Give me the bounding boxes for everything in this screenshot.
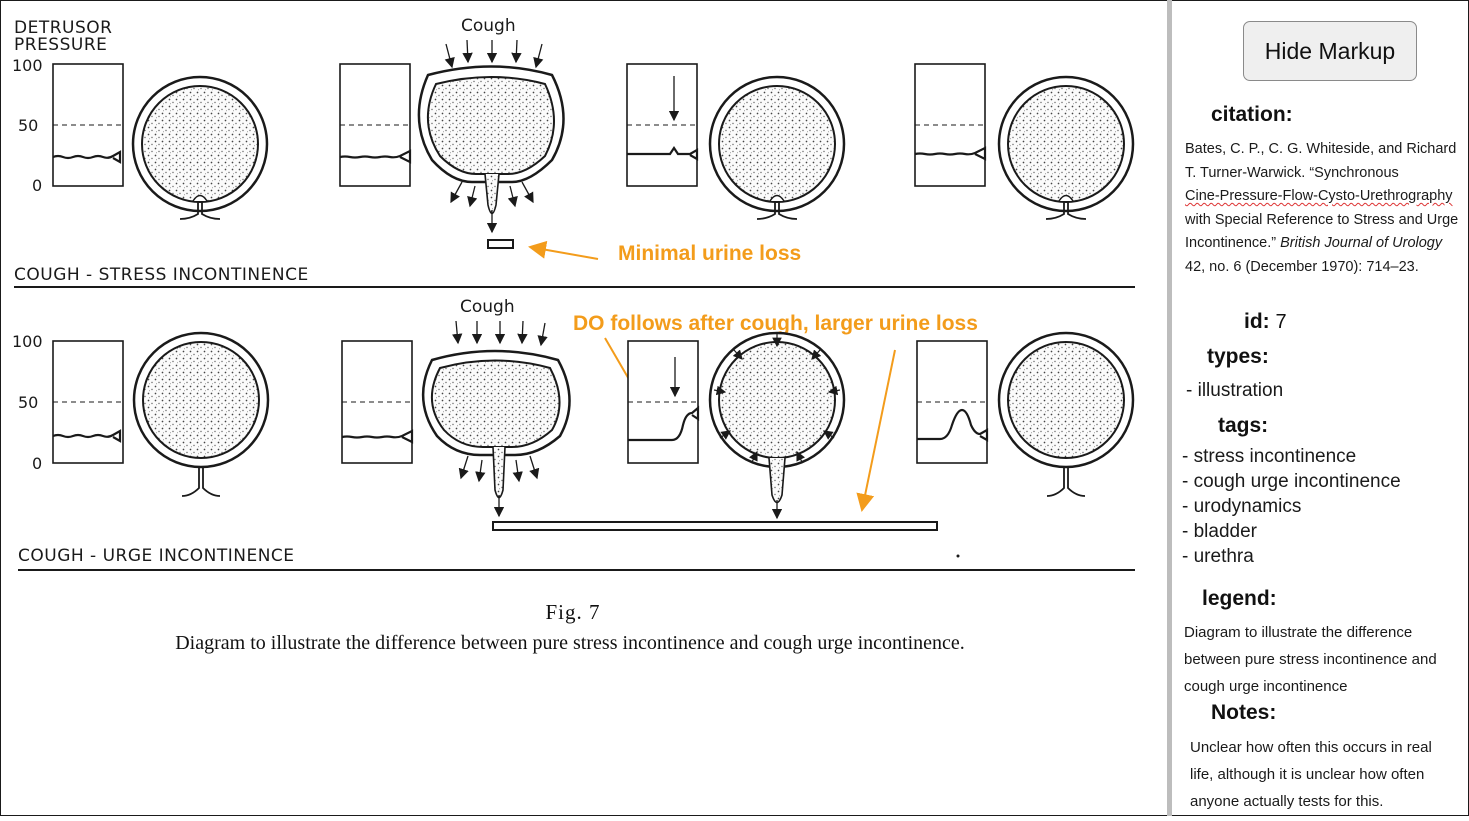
figure-number: Fig. 7 <box>545 600 600 624</box>
legend-line: between pure stress incontinence and <box>1184 651 1437 668</box>
notes-heading: Notes: <box>1211 701 1277 724</box>
pressure-box <box>52 340 124 464</box>
tag-item: - urodynamics <box>1182 496 1302 517</box>
tag-item: - urethra <box>1182 546 1254 567</box>
citation-line: 42, no. 6 (December 1970): 714–23. <box>1185 258 1419 275</box>
tags-list: - stress incontinence - cough urge incon… <box>1182 444 1401 569</box>
row2-title: COUGH - URGE INCONTINENCE <box>18 546 295 566</box>
tick-100-row2: 100 <box>12 332 43 351</box>
hide-markup-button[interactable]: Hide Markup <box>1243 21 1417 81</box>
citation-line: with Special Reference to Stress and Urg… <box>1185 211 1459 228</box>
figure-panel: DETRUSOR PRESSURE 100 50 0 100 50 0 Coug… <box>12 16 1135 654</box>
pressure-box <box>52 63 124 187</box>
figure-caption: Diagram to illustrate the difference bet… <box>175 632 965 654</box>
pressure-box <box>914 63 987 187</box>
cough-label-row1: Cough <box>461 16 516 36</box>
tick-0-row1: 0 <box>32 176 42 195</box>
cough-arrows <box>444 39 544 69</box>
citation-line: Incontinence.” <box>1185 235 1277 251</box>
legend-line: cough urge incontinence <box>1184 678 1348 695</box>
tick-0-row2: 0 <box>32 454 42 473</box>
pressure-box <box>627 340 700 464</box>
notes-text: Unclear how often this occurs in real li… <box>1190 734 1467 815</box>
urine-loss-small <box>487 239 514 249</box>
y-axis-label-line2: PRESSURE <box>14 35 107 55</box>
citation-journal: British Journal of Urology <box>1280 235 1443 251</box>
annotation-arrow <box>856 349 896 512</box>
type-item: - illustration <box>1186 380 1284 401</box>
types-heading: types: <box>1207 345 1269 368</box>
bladder <box>132 331 270 497</box>
tag-item: - stress incontinence <box>1182 446 1357 467</box>
tick-100-row1: 100 <box>12 56 43 75</box>
annotation-minimal-urine-loss: Minimal urine loss <box>618 242 801 265</box>
bladder-compressed <box>421 349 571 518</box>
legend-heading: legend: <box>1202 587 1277 610</box>
bladder <box>131 75 269 220</box>
citation-line: Bates, C. P., C. G. Whiteside, and Richa… <box>1185 141 1457 157</box>
cough-arrows <box>451 320 548 347</box>
tag-item: - bladder <box>1182 521 1257 542</box>
outward-arrows <box>458 455 540 483</box>
tags-heading: tags: <box>1218 414 1269 437</box>
id-label: id: <box>1244 310 1270 333</box>
pressure-box <box>339 63 412 187</box>
notes-line: anyone actually tests for this. <box>1190 793 1384 810</box>
bladder <box>997 331 1135 497</box>
citation-line: T. Turner-Warwick. “Synchronous <box>1185 164 1399 181</box>
bladder-compressed <box>417 65 565 234</box>
tick-50-row2: 50 <box>18 393 38 412</box>
y-axis-label-line1: DETRUSOR <box>14 18 112 38</box>
figure-diagram: DETRUSOR PRESSURE 100 50 0 100 50 0 Coug… <box>12 16 1135 654</box>
annotation-do-follows: DO follows after cough, larger urine los… <box>573 312 978 335</box>
speck <box>956 554 960 558</box>
id-row: id: 7 <box>1244 310 1287 334</box>
annotation-arrow <box>528 240 599 260</box>
legend-line: Diagram to illustrate the difference <box>1184 624 1413 641</box>
notes-line: life, although it is unclear how often <box>1190 766 1425 783</box>
citation-text: Bates, C. P., C. G. Whiteside, and Richa… <box>1185 138 1467 279</box>
cough-label-row2: Cough <box>460 297 515 317</box>
tag-item: - cough urge incontinence <box>1182 471 1401 492</box>
pressure-box <box>916 340 989 464</box>
tick-50-row1: 50 <box>18 116 38 135</box>
bladder <box>708 75 846 220</box>
pressure-box <box>341 340 414 464</box>
row1-title: COUGH - STRESS INCONTINENCE <box>14 265 309 285</box>
citation-line: Cine-Pressure-Flow-Cysto-Urethrography <box>1185 188 1453 204</box>
bladder-contracting <box>708 331 846 520</box>
outward-arrows <box>450 181 534 208</box>
citation-heading: citation: <box>1211 103 1293 126</box>
notes-line: Unclear how often this occurs in real <box>1190 739 1432 756</box>
id-value: 7 <box>1275 311 1287 333</box>
types-list: - illustration <box>1186 378 1283 403</box>
inward-arrows <box>713 334 841 463</box>
legend-text: Diagram to illustrate the difference bet… <box>1184 619 1467 700</box>
pressure-box <box>626 63 699 187</box>
metadata-sidebar: Hide Markup citation: Bates, C. P., C. G… <box>1173 0 1467 816</box>
urine-loss-large <box>492 521 938 531</box>
sidebar-divider <box>1167 0 1172 816</box>
bladder <box>997 75 1135 220</box>
